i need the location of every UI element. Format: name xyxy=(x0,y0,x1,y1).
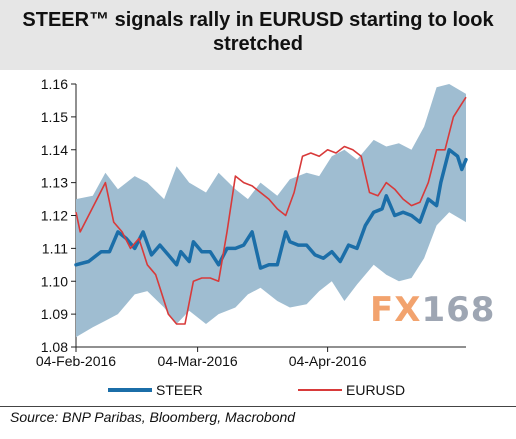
confidence-band xyxy=(76,84,466,338)
y-tick-label: 1.08 xyxy=(41,339,68,355)
chart-area: 1.16 1.15 1.14 1.13 1.12 1.11 1.10 1.09 1.08 04-… xyxy=(36,76,468,398)
source-note: Source: BNP Paribas, Bloomberg, Macrobon… xyxy=(10,409,296,425)
title-background xyxy=(0,0,516,70)
y-tick-label: 1.11 xyxy=(42,240,68,256)
legend: STEER EURUSD xyxy=(108,382,405,398)
legend-label-eurusd: EURUSD xyxy=(346,382,405,398)
y-tick-label: 1.12 xyxy=(41,208,68,224)
source-divider xyxy=(0,406,516,407)
y-axis-ticks: 1.16 1.15 1.14 1.13 1.12 1.11 1.10 1.09 1.08 xyxy=(41,76,76,355)
fx168-watermark: FX168 xyxy=(370,290,495,330)
y-tick-label: 1.13 xyxy=(41,175,68,191)
y-tick-label: 1.09 xyxy=(41,306,68,322)
y-tick-label: 1.15 xyxy=(41,109,68,125)
y-tick-label: 1.10 xyxy=(41,273,68,289)
watermark-part1: FX xyxy=(370,290,422,330)
eurusd-series-line xyxy=(75,96,467,325)
x-axis-ticks: 04-Feb-2016 04-Mar-2016 04-Apr-2016 xyxy=(36,347,367,369)
x-tick-label: 04-Apr-2016 xyxy=(289,353,367,369)
x-tick-label: 04-Mar-2016 xyxy=(158,353,238,369)
y-tick-label: 1.16 xyxy=(41,76,68,92)
watermark-part2: 168 xyxy=(421,290,496,330)
x-tick-label: 04-Feb-2016 xyxy=(36,353,116,369)
steer-series-line xyxy=(74,148,468,270)
y-tick-label: 1.14 xyxy=(41,142,68,158)
chart-title: STEER™ signals rally in EURUSD starting … xyxy=(22,9,494,55)
legend-label-steer: STEER xyxy=(156,382,203,398)
